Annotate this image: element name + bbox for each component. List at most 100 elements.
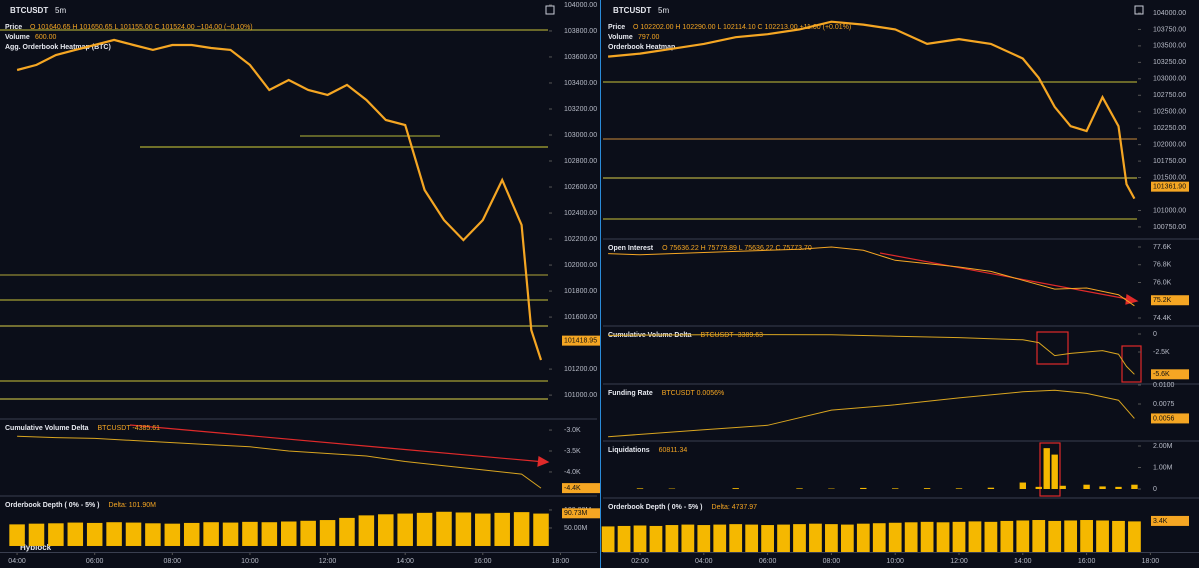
bar [936, 522, 950, 552]
x-tick-label: 14:00 [396, 558, 414, 565]
bar [455, 512, 472, 546]
bar [261, 522, 278, 546]
bar [1059, 485, 1066, 490]
pane-title: Cumulative Volume Delta [5, 425, 89, 432]
last-value-box [1151, 369, 1189, 380]
bar [125, 522, 142, 546]
bar [358, 515, 375, 546]
last-value-label: 90.73M [564, 510, 588, 517]
y-tick-label: 101000.00 [564, 392, 597, 399]
pane-info: O 75636.22 H 75779.89 L 75636.22 C 75773… [662, 245, 812, 252]
last-value-label: -4.4K [564, 485, 581, 492]
bar [1083, 484, 1090, 490]
bar [920, 521, 934, 552]
fullscreen-button[interactable] [1134, 5, 1144, 15]
bar [1112, 520, 1125, 552]
bar [1128, 521, 1141, 552]
heatmap-decor [0, 29, 1137, 400]
interval: 5m [658, 6, 669, 15]
bar [86, 522, 103, 546]
y-tick-label: 101200.00 [564, 366, 597, 373]
series-line [608, 389, 1135, 438]
last-value-label: 101361.90 [1153, 183, 1186, 190]
bar [987, 487, 995, 490]
y-tick-label: 102000.00 [564, 262, 597, 269]
y-tick-label: 102800.00 [564, 158, 597, 165]
bar [183, 522, 200, 546]
price-label: Price [5, 24, 22, 31]
fullscreen-button[interactable] [545, 5, 555, 15]
bar [9, 524, 25, 546]
y-tick-label: 103200.00 [564, 106, 597, 113]
interval: 5m [55, 6, 66, 15]
x-tick-label: 10:00 [886, 558, 904, 565]
bar [1016, 520, 1030, 552]
bar [1048, 520, 1062, 552]
series-line [16, 38, 543, 361]
pane-info: Delta: 4737.97 [712, 504, 758, 511]
y-tick-label: 102400.00 [564, 210, 597, 217]
bar [633, 525, 647, 552]
bar [300, 520, 316, 546]
x-tick-label: 18:00 [1142, 558, 1160, 565]
y-tick-label: 102250.00 [1153, 125, 1186, 132]
heatmap-label: Agg. Orderbook Heatmap (BTC) [5, 44, 111, 51]
y-tick-label: 101800.00 [564, 288, 597, 295]
volume-label: Volume [608, 34, 633, 41]
y-tick-label: 102750.00 [1153, 92, 1186, 99]
bar [952, 521, 966, 552]
bar [888, 522, 902, 552]
bar [809, 523, 822, 552]
annotations [129, 252, 1142, 497]
x-tick-label: 08:00 [823, 558, 841, 565]
bar [923, 488, 931, 490]
last-value-label: 0.0056 [1153, 415, 1175, 422]
y-tick-label: 0.0100 [1153, 382, 1175, 389]
series-line [608, 246, 1135, 307]
pane-title: Funding Rate [608, 390, 653, 397]
y-tick-label: 103600.00 [564, 54, 597, 61]
bar [397, 513, 413, 546]
pane-title: Orderbook Depth ( 0% - 5% ) [5, 502, 100, 509]
y-tick-label: 74.4K [1153, 315, 1172, 322]
pane-info: BTCUSDT -4385.61 [98, 425, 161, 432]
bar [601, 526, 615, 552]
last-value-box [562, 483, 600, 494]
bar [777, 524, 790, 552]
volume-value: 600.00 [35, 34, 57, 41]
y-tick-label: -4.0K [564, 469, 581, 476]
y-tick-label: 102600.00 [564, 184, 597, 191]
y-tick-label: 101750.00 [1153, 158, 1186, 165]
last-value-label: 101418.95 [564, 337, 597, 344]
y-tick-label: -3.5K [564, 448, 581, 455]
y-tick-label: 103800.00 [564, 28, 597, 35]
y-tick-label: 102200.00 [564, 236, 597, 243]
volume-value: 797.00 [638, 34, 660, 41]
x-tick-label: 12:00 [319, 558, 337, 565]
bar [28, 523, 45, 546]
pane-title: Orderbook Depth ( 0% - 5% ) [608, 504, 703, 511]
bar [1000, 520, 1014, 552]
bar [825, 524, 838, 552]
bar [339, 517, 355, 546]
bar [1035, 486, 1042, 490]
last-value-label: 3.4K [1153, 518, 1168, 525]
y-tick-label: 103750.00 [1153, 26, 1186, 33]
x-tick-label: 06:00 [86, 558, 104, 565]
price-label: Price [608, 24, 625, 31]
watermark: Hyblock [20, 543, 52, 552]
bar [106, 522, 122, 546]
x-tick-label: 18:00 [552, 558, 570, 565]
bar [636, 488, 644, 490]
y-tick-label: 103500.00 [1153, 43, 1186, 50]
bar [280, 521, 297, 546]
y-tick-label: 50.00M [564, 525, 588, 532]
y-tick-label: 101600.00 [564, 314, 597, 321]
bar [649, 525, 663, 552]
series-line [17, 435, 542, 489]
bar [729, 524, 743, 552]
bar [892, 488, 899, 490]
bar [745, 524, 759, 552]
bar [475, 513, 491, 546]
